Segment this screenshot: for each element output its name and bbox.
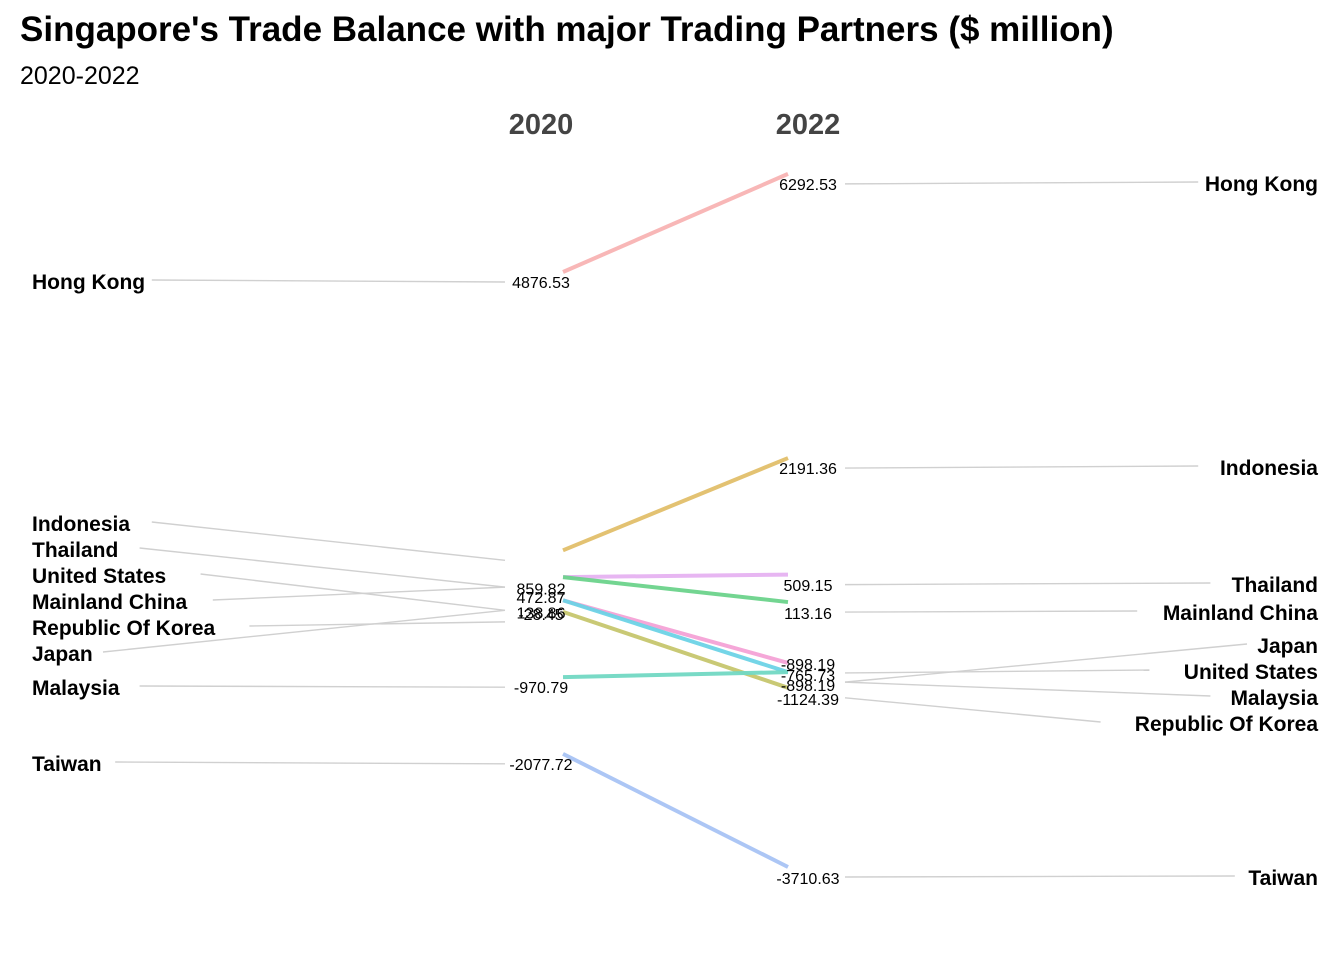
country-label-2020-hong-kong: Hong Kong: [32, 271, 145, 294]
country-label-2022-thailand: Thailand: [1232, 574, 1318, 597]
leader-2020-thailand: [139, 547, 506, 588]
country-label-2020-japan: Japan: [32, 643, 93, 666]
value-label-2022-united-states: -765.73: [781, 668, 835, 685]
value-label-2020-thailand: 472.87: [517, 590, 566, 607]
leader-2020-indonesia: [151, 521, 506, 562]
country-label-2020-taiwan: Taiwan: [32, 753, 102, 776]
value-label-2022-indonesia: 2191.36: [779, 461, 837, 478]
chart-title: Singapore's Trade Balance with major Tra…: [20, 10, 1114, 49]
leader-2022-japan: [844, 643, 1248, 683]
country-label-2022-mainland-china: Mainland China: [1163, 602, 1318, 625]
value-label-2020-indonesia: 859.82: [517, 581, 566, 598]
country-label-2020-malaysia: Malaysia: [32, 677, 120, 700]
leader-2020-taiwan: [115, 761, 506, 765]
country-label-2022-malaysia: Malaysia: [1230, 687, 1318, 710]
value-label-2022-mainland-china: 113.16: [784, 606, 832, 623]
leader-2022-united-states: [844, 669, 1150, 674]
value-label-2020-united-states: 138.86: [517, 605, 566, 622]
country-label-2020-indonesia: Indonesia: [32, 513, 130, 536]
country-label-2022-united-states: United States: [1184, 661, 1318, 684]
leader-2020-hong-kong: [151, 279, 506, 283]
series-line-malaysia: [562, 670, 789, 680]
value-label-2020-republic-of-korea: -28.45: [518, 607, 563, 624]
leader-2020-united-states: [200, 573, 506, 611]
value-label-2022-malaysia: -898.19: [781, 678, 835, 695]
value-label-2022-japan: -898.19: [781, 657, 835, 674]
year-header-2020: 2020: [509, 109, 574, 141]
value-label-2022-hong-kong: 6292.53: [779, 177, 837, 194]
chart-subtitle: 2020-2022: [20, 62, 140, 90]
country-label-2020-republic-of-korea: Republic Of Korea: [32, 617, 216, 640]
country-label-2020-mainland-china: Mainland China: [32, 591, 187, 614]
leader-2020-mainland-china: [212, 586, 506, 601]
country-label-2022-japan: Japan: [1257, 635, 1318, 658]
value-label-2022-republic-of-korea: -1124.39: [777, 692, 839, 709]
leader-2022-hong-kong: [844, 181, 1199, 185]
leader-2022-malaysia: [844, 681, 1211, 697]
year-header-2022: 2022: [776, 109, 841, 141]
country-label-2022-taiwan: Taiwan: [1248, 867, 1318, 890]
series-line-hong-kong: [562, 172, 789, 274]
series-line-indonesia: [562, 456, 789, 553]
leader-2020-malaysia: [139, 685, 506, 688]
series-line-japan: [562, 598, 789, 675]
value-label-2020-malaysia: -970.79: [514, 680, 568, 697]
leader-2022-indonesia: [844, 465, 1199, 469]
series-line-taiwan: [562, 752, 789, 869]
leader-2022-republic-of-korea: [844, 697, 1101, 723]
value-label-2020-taiwan: -2077.72: [509, 757, 572, 774]
value-label-2022-taiwan: -3710.63: [776, 871, 839, 888]
value-label-2020-hong-kong: 4876.53: [512, 275, 570, 292]
country-label-2020-united-states: United States: [32, 565, 166, 588]
leader-2022-thailand: [844, 582, 1211, 586]
leader-2022-mainland-china: [844, 610, 1138, 613]
country-label-2022-hong-kong: Hong Kong: [1205, 173, 1318, 196]
value-label-2022-thailand: 509.15: [784, 578, 833, 595]
leader-2020-japan: [102, 609, 506, 653]
country-label-2022-indonesia: Indonesia: [1220, 457, 1318, 480]
leader-2022-taiwan: [844, 875, 1235, 878]
country-label-2020-thailand: Thailand: [32, 539, 118, 562]
series-line-republic-of-korea: [562, 609, 789, 690]
series-line-thailand: [562, 572, 789, 580]
series-line-mainland-china: [562, 575, 789, 605]
country-label-2022-republic-of-korea: Republic Of Korea: [1135, 713, 1319, 736]
